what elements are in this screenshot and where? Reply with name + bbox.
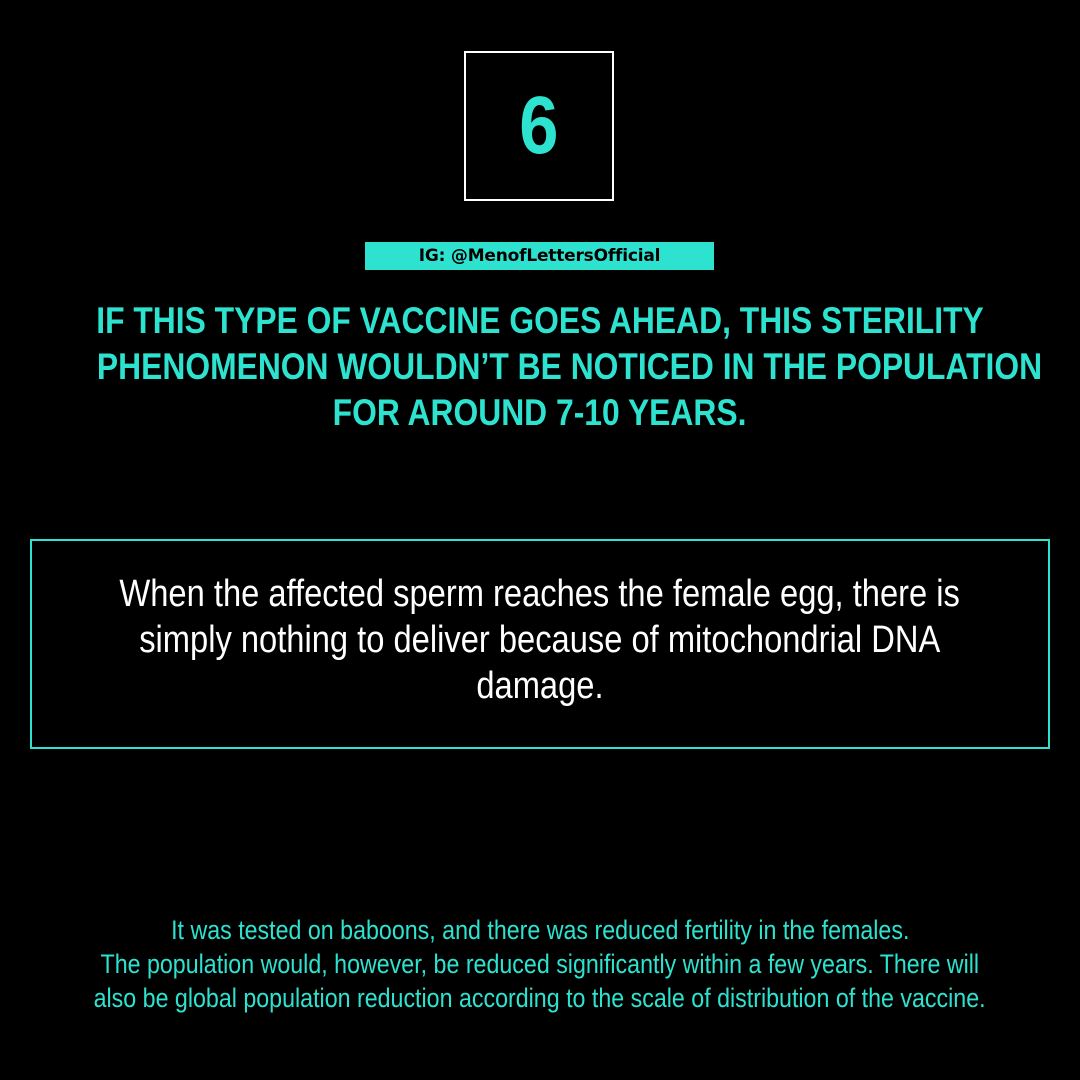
instagram-handle-badge: IG: @MenofLettersOfficial [365,242,714,270]
headline-line: IF THIS TYPE OF VACCINE GOES AHEAD, THIS… [96,300,984,341]
quote-line: When the affected sperm reaches the fema… [119,573,961,615]
slide-number: 6 [519,80,559,171]
quote-line: damage. [476,665,604,707]
headline-line: PHENOMENON WOULDN’T BE NOTICED IN THE PO… [96,346,1043,387]
slide-number-box: 6 [464,51,614,201]
quote-line: simply nothing to deliver because of mit… [139,619,941,661]
footnote-line: also be global population reduction acco… [94,983,986,1013]
footnote-line: The population would, however, be reduce… [100,949,980,979]
footnote-line: It was tested on baboons, and there was … [170,915,910,945]
headline-line: FOR AROUND 7-10 YEARS. [333,392,747,433]
headline: IF THIS TYPE OF VACCINE GOES AHEAD, THIS… [20,298,1060,436]
quote-box: When the affected sperm reaches the fema… [30,539,1050,749]
quote-text: When the affected sperm reaches the fema… [32,571,1048,709]
footnote: It was tested on baboons, and there was … [0,913,1080,1015]
